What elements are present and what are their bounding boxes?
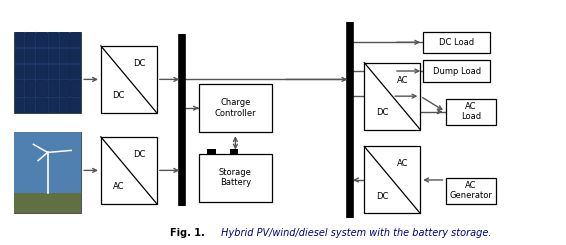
- Bar: [14, 132, 82, 193]
- Bar: [207, 149, 216, 154]
- Bar: [59, 48, 70, 64]
- Text: Storage
Battery: Storage Battery: [219, 168, 252, 187]
- Bar: [26, 32, 36, 48]
- Text: DC Load: DC Load: [439, 38, 474, 47]
- Bar: [48, 81, 58, 96]
- Bar: [445, 98, 496, 125]
- Bar: [365, 147, 421, 213]
- Bar: [48, 48, 58, 64]
- Bar: [48, 64, 58, 80]
- Bar: [14, 132, 82, 213]
- Text: Fig. 1.: Fig. 1.: [170, 228, 204, 238]
- Bar: [101, 137, 157, 204]
- Bar: [15, 48, 25, 64]
- Bar: [59, 32, 70, 48]
- Text: Charge
Controller: Charge Controller: [215, 98, 256, 118]
- Bar: [37, 81, 47, 96]
- Bar: [230, 149, 238, 154]
- Bar: [26, 81, 36, 96]
- Text: AC
Generator: AC Generator: [449, 181, 492, 200]
- Bar: [101, 46, 157, 113]
- Text: DC: DC: [376, 108, 388, 117]
- Bar: [26, 97, 36, 113]
- Bar: [37, 64, 47, 80]
- Bar: [15, 64, 25, 80]
- Bar: [59, 81, 70, 96]
- Text: AC: AC: [397, 75, 408, 85]
- Bar: [445, 178, 496, 204]
- Bar: [26, 48, 36, 64]
- Bar: [59, 64, 70, 80]
- Bar: [37, 32, 47, 48]
- Text: AC: AC: [397, 159, 408, 168]
- Bar: [199, 84, 272, 132]
- Text: Dump Load: Dump Load: [432, 67, 481, 75]
- Bar: [71, 97, 81, 113]
- Bar: [423, 60, 490, 82]
- Bar: [199, 154, 272, 202]
- Text: AC: AC: [113, 182, 125, 191]
- Text: AC
Load: AC Load: [461, 102, 481, 122]
- Bar: [14, 193, 82, 213]
- Bar: [71, 48, 81, 64]
- Text: DC: DC: [133, 59, 145, 68]
- Bar: [365, 63, 421, 130]
- Text: DC: DC: [133, 150, 145, 159]
- Bar: [71, 64, 81, 80]
- Bar: [14, 32, 82, 113]
- Bar: [48, 97, 58, 113]
- Bar: [59, 97, 70, 113]
- Bar: [71, 81, 81, 96]
- Bar: [37, 48, 47, 64]
- Bar: [15, 81, 25, 96]
- Bar: [15, 32, 25, 48]
- Bar: [37, 97, 47, 113]
- Bar: [15, 97, 25, 113]
- Bar: [26, 64, 36, 80]
- Bar: [423, 32, 490, 53]
- Text: DC: DC: [376, 192, 388, 201]
- Text: Hybrid PV/wind/diesel system with the battery storage.: Hybrid PV/wind/diesel system with the ba…: [218, 228, 491, 238]
- Bar: [71, 32, 81, 48]
- Bar: [48, 32, 58, 48]
- Text: DC: DC: [113, 91, 125, 100]
